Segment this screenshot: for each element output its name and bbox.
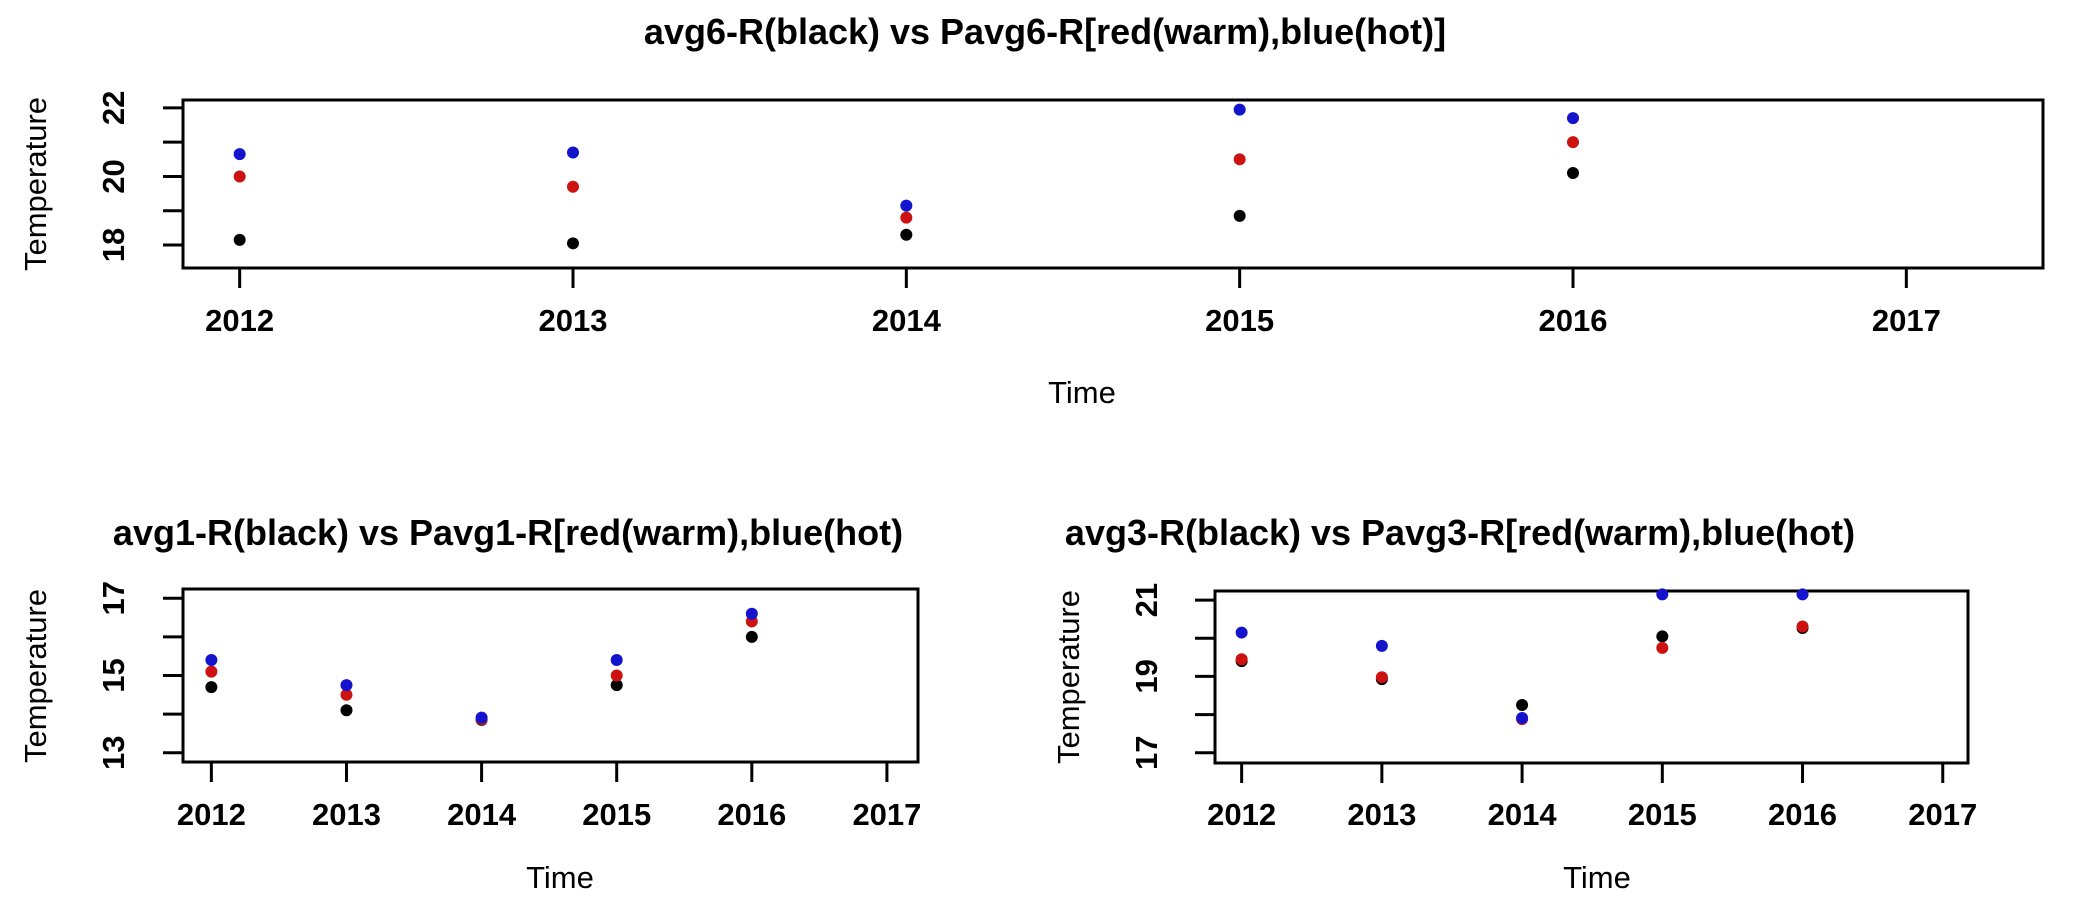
point-avg6-R-2012: [233, 233, 246, 246]
point-Pavg6-R-warm-2014: [900, 211, 913, 224]
point-Pavg6-R-hot-2012: [233, 148, 246, 161]
x-tick-label-avg3: 2015: [1628, 797, 1697, 832]
point-Pavg6-R-warm-2013: [567, 180, 579, 193]
x-tick-label-avg1: 2016: [717, 797, 786, 832]
point-avg1-R-2016: [745, 630, 758, 643]
chart-title-avg3: avg3-R(black) vs Pavg3-R[red(warm),blue(…: [1065, 512, 1855, 553]
x-tick-label-avg1: 2017: [852, 797, 921, 832]
y-tick-label-avg1: 13: [96, 735, 131, 769]
y-tick-label-avg6: 18: [96, 228, 131, 262]
point-Pavg1-R-warm-2015: [610, 669, 623, 682]
point-Pavg1-R-warm-2012: [205, 665, 218, 678]
point-Pavg3-R-hot-2016: [1796, 588, 1809, 601]
point-Pavg3-R-warm-2013: [1375, 671, 1388, 684]
x-axis-label-avg1: Time: [526, 860, 594, 895]
point-avg6-R-2015: [1233, 209, 1246, 222]
y-tick-label-avg3: 21: [1129, 583, 1164, 617]
x-tick-label-avg3: 2017: [1908, 797, 1977, 832]
y-tick-label-avg1: 15: [96, 658, 131, 692]
point-Pavg1-R-hot-2013: [340, 679, 353, 692]
point-Pavg6-R-hot-2015: [1233, 103, 1246, 116]
point-avg1-R-2013: [340, 704, 353, 717]
point-Pavg1-R-hot-2015: [610, 654, 623, 667]
x-tick-label-avg1: 2013: [312, 797, 381, 832]
point-Pavg3-R-hot-2012: [1235, 626, 1248, 639]
x-tick-label-avg3: 2016: [1768, 797, 1837, 832]
point-Pavg6-R-hot-2014: [900, 199, 913, 212]
point-Pavg6-R-warm-2015: [1233, 153, 1246, 166]
chart-title-avg1: avg1-R(black) vs Pavg1-R[red(warm),blue(…: [113, 512, 903, 553]
y-tick-label-avg3: 19: [1129, 659, 1164, 693]
point-Pavg1-R-hot-2012: [205, 654, 218, 667]
x-tick-label-avg6: 2016: [1539, 303, 1608, 338]
y-axis-label-avg6: Temperature: [18, 97, 53, 271]
point-avg1-R-2012: [205, 681, 218, 694]
point-Pavg3-R-hot-2013: [1375, 639, 1388, 652]
point-avg6-R-2013: [567, 237, 579, 250]
point-Pavg6-R-warm-2012: [233, 170, 246, 183]
point-avg1-R-2015: [610, 679, 623, 692]
y-axis-label-avg3: Temperature: [1051, 590, 1086, 764]
x-tick-label-avg3: 2012: [1207, 797, 1276, 832]
point-Pavg6-R-hot-2013: [567, 146, 579, 159]
x-tick-label-avg6: 2017: [1872, 303, 1941, 338]
point-Pavg3-R-warm-2016: [1796, 620, 1809, 633]
chart-title-avg6: avg6-R(black) vs Pavg6-R[red(warm),blue(…: [644, 11, 1446, 52]
chart-avg3: avg3-R(black) vs Pavg3-R[red(warm),blue(…: [1051, 512, 1977, 895]
x-axis-label-avg6: Time: [1048, 375, 1116, 410]
point-avg3-R-2014: [1516, 699, 1529, 712]
y-axis-label-avg1: Temperature: [18, 589, 53, 763]
point-avg6-R-2016: [1567, 167, 1579, 180]
x-tick-label-avg6: 2015: [1205, 303, 1274, 338]
y-tick-label-avg6: 20: [96, 159, 131, 193]
chart-avg1: avg1-R(black) vs Pavg1-R[red(warm),blue(…: [18, 512, 922, 895]
y-tick-label-avg3: 17: [1129, 735, 1164, 769]
x-tick-label-avg1: 2015: [582, 797, 651, 832]
point-Pavg1-R-hot-2016: [745, 607, 758, 620]
point-Pavg6-R-hot-2016: [1567, 112, 1579, 125]
point-avg3-R-2015: [1656, 630, 1669, 643]
x-tick-label-avg3: 2014: [1488, 797, 1558, 832]
x-tick-label-avg6: 2013: [539, 303, 608, 338]
point-Pavg3-R-hot-2014: [1516, 711, 1529, 724]
x-tick-label-avg6: 2014: [872, 303, 942, 338]
plot-box-avg6: [181, 98, 2045, 270]
point-Pavg1-R-warm-2013: [340, 688, 353, 701]
x-tick-label-avg3: 2013: [1347, 797, 1416, 832]
plot-box-avg1: [181, 587, 920, 764]
point-Pavg3-R-hot-2015: [1656, 588, 1669, 601]
point-Pavg1-R-hot-2014: [475, 711, 488, 724]
x-tick-label-avg1: 2014: [447, 797, 517, 832]
point-Pavg3-R-warm-2015: [1656, 641, 1669, 654]
x-axis-label-avg3: Time: [1563, 860, 1631, 895]
point-Pavg3-R-warm-2012: [1235, 653, 1248, 666]
point-avg6-R-2014: [900, 228, 913, 241]
chart-avg6: avg6-R(black) vs Pavg6-R[red(warm),blue(…: [18, 11, 2045, 410]
y-tick-label-avg6: 22: [96, 91, 131, 125]
plot-box-avg3: [1213, 589, 1970, 765]
point-Pavg6-R-warm-2016: [1567, 136, 1579, 149]
y-tick-label-avg1: 17: [96, 581, 131, 615]
x-tick-label-avg1: 2012: [177, 797, 246, 832]
x-tick-label-avg6: 2012: [205, 303, 274, 338]
